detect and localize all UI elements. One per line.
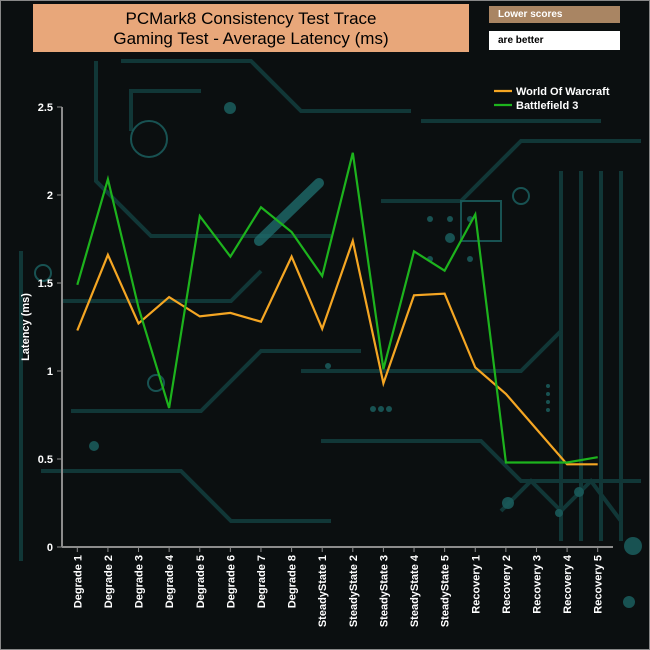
x-tick-label: Degrade 2: [103, 555, 115, 608]
x-tick-label: Recovery 2: [501, 555, 513, 614]
x-tick-label: Degrade 7: [256, 555, 268, 608]
series-line-battlefield-3: [76, 152, 598, 464]
x-tick-label: Degrade 3: [134, 555, 146, 608]
y-tick-label: 0: [47, 542, 53, 554]
x-tick-label: Degrade 8: [287, 555, 299, 608]
x-tick-label: SteadyState 4: [409, 554, 421, 627]
note-are-better: are better: [489, 31, 620, 50]
x-tick-label: Degrade 5: [195, 555, 207, 608]
y-tick-label: 1.5: [38, 278, 53, 290]
x-tick-label: Degrade 1: [72, 555, 84, 608]
x-tick-label: Degrade 4: [164, 554, 176, 608]
legend-label: Battlefield 3: [516, 100, 578, 112]
y-tick-label: 2: [47, 190, 53, 202]
x-tick-label: Recovery 4: [562, 554, 574, 614]
x-tick-label: Recovery 1: [470, 555, 482, 614]
series-line-world-of-warcraft: [76, 236, 598, 466]
y-tick-label: 0.5: [38, 454, 53, 466]
x-tick-label: SteadyState 1: [317, 555, 329, 627]
y-axis-title: Latency (ms): [20, 293, 32, 361]
y-tick-label: 2.5: [38, 102, 53, 114]
chart-title: PCMark8 Consistency Test Trace Gaming Te…: [33, 4, 469, 52]
x-tick-label: Recovery 5: [593, 555, 605, 614]
x-tick-label: SteadyState 5: [440, 555, 452, 627]
x-tick-label: Degrade 6: [225, 555, 237, 608]
chart-title-line-2: Gaming Test - Average Latency (ms): [113, 29, 389, 48]
legend-label: World Of Warcraft: [516, 86, 610, 98]
y-tick-label: 1: [47, 366, 53, 378]
x-tick-label: Recovery 3: [531, 555, 543, 614]
chart-title-line-1: PCMark8 Consistency Test Trace: [125, 9, 377, 28]
x-tick-label: SteadyState 2: [348, 555, 360, 627]
x-tick-label: SteadyState 3: [378, 555, 390, 627]
note-lower-scores: Lower scores: [489, 6, 620, 23]
